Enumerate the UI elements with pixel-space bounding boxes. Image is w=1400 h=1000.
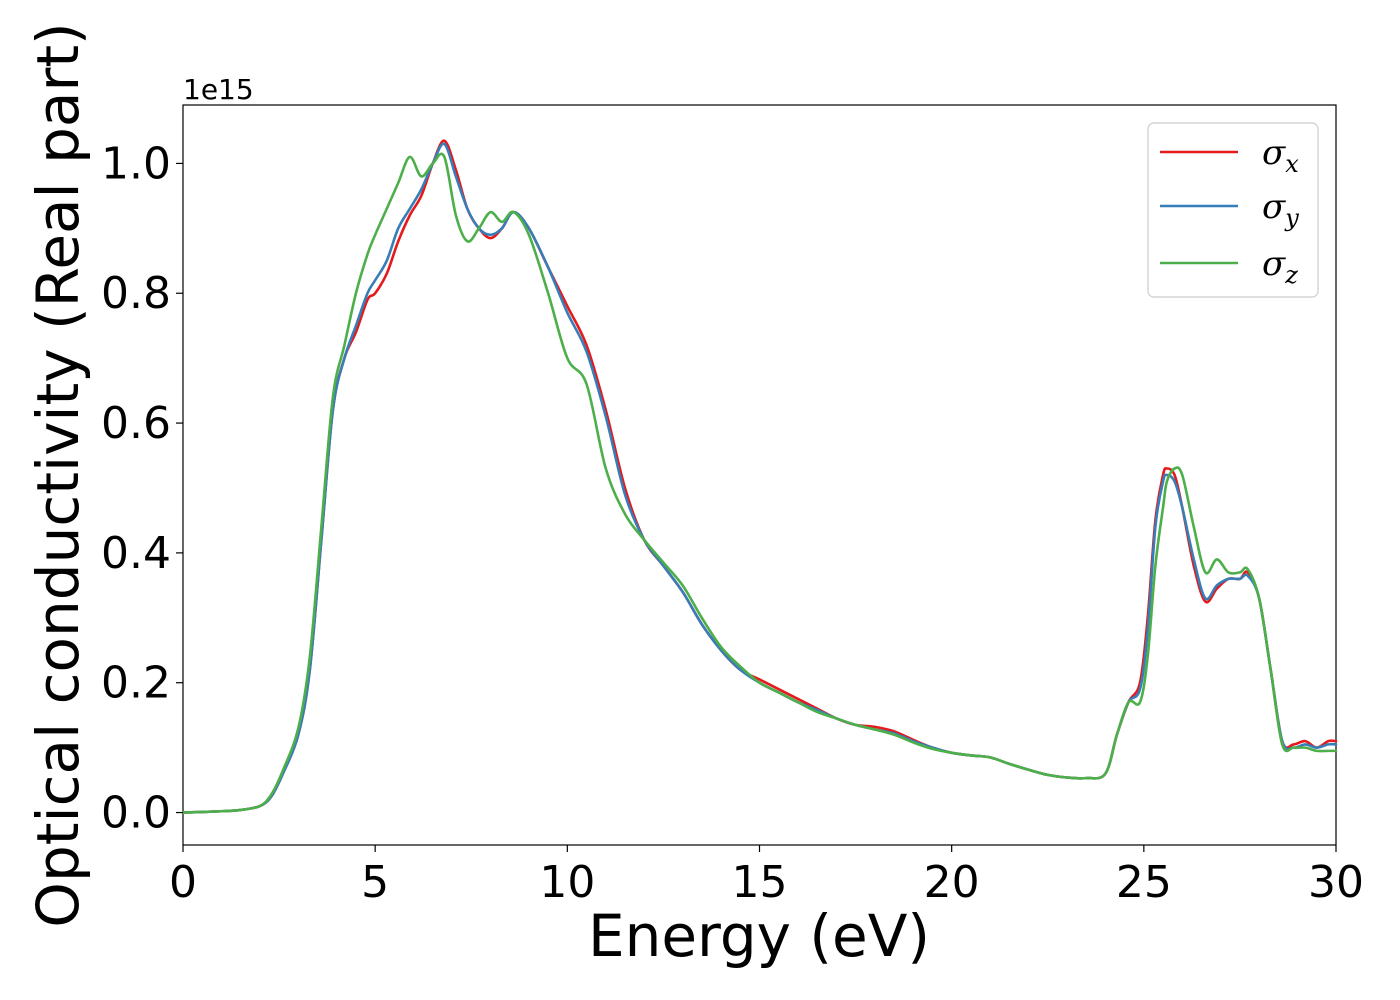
- x-tick-label: 0: [169, 857, 197, 908]
- legend-subscript: y: [1284, 204, 1299, 232]
- legend-symbol: σ: [1262, 133, 1286, 173]
- series-line-sigma-z: [181, 152, 1338, 814]
- x-tick-label: 20: [924, 857, 980, 908]
- x-tick-label: 30: [1308, 857, 1364, 908]
- x-tick-label: 5: [361, 857, 389, 908]
- x-tick-label: 15: [732, 857, 788, 908]
- x-axis-title: Energy (eV): [588, 902, 930, 970]
- legend-label-sigma-z: σz: [1262, 244, 1298, 289]
- series-lines: [181, 139, 1338, 814]
- y-axis-ticks: 0.0 0.2 0.4 0.6 0.8 1.0: [101, 138, 183, 839]
- x-tick-label: 10: [539, 857, 595, 908]
- legend-label-sigma-x: σx: [1262, 133, 1299, 178]
- legend-subscript: x: [1285, 150, 1299, 178]
- y-tick-label: 0.4: [101, 528, 171, 579]
- legend-box: [1147, 122, 1319, 298]
- legend-symbol: σ: [1262, 187, 1286, 227]
- x-tick-label: 25: [1116, 857, 1172, 908]
- y-axis-offset-label: 1e15: [183, 73, 254, 106]
- y-tick-label: 0.0: [101, 788, 171, 839]
- legend-label-sigma-y: σy: [1262, 187, 1299, 232]
- y-tick-label: 0.8: [101, 268, 171, 319]
- y-axis-title: Optical conductivity (Real part): [24, 22, 92, 927]
- legend-symbol: σ: [1262, 244, 1286, 284]
- series-line-sigma-x: [181, 139, 1338, 814]
- y-tick-label: 1.0: [101, 138, 171, 189]
- y-tick-label: 0.2: [101, 658, 171, 709]
- x-axis-ticks: 0 5 10 15 20 25 30: [169, 845, 1364, 908]
- legend-subscript: z: [1284, 261, 1298, 289]
- y-tick-label: 0.6: [101, 398, 171, 449]
